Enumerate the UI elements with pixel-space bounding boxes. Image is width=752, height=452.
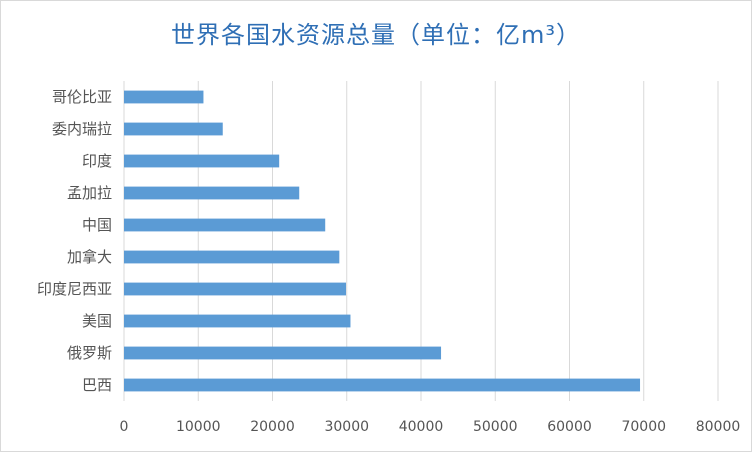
x-tick-label: 80000 xyxy=(696,419,741,435)
bar xyxy=(124,250,340,264)
bar xyxy=(124,218,326,232)
x-tick-label: 20000 xyxy=(250,419,295,435)
bar xyxy=(124,122,223,136)
category-label: 加拿大 xyxy=(67,248,112,266)
bar xyxy=(124,282,347,296)
bar xyxy=(124,346,442,360)
category-label: 美国 xyxy=(82,312,112,330)
category-label: 孟加拉 xyxy=(67,184,112,202)
category-label: 俄罗斯 xyxy=(67,344,112,362)
category-label: 哥伦比亚 xyxy=(52,88,112,106)
x-tick-label: 50000 xyxy=(473,419,518,435)
bar xyxy=(124,378,641,392)
x-tick-label: 40000 xyxy=(399,419,444,435)
x-tick-label: 70000 xyxy=(621,419,666,435)
bar xyxy=(124,186,300,200)
bar xyxy=(124,154,280,168)
bar xyxy=(124,90,204,104)
category-label: 中国 xyxy=(82,216,112,234)
x-tick-label: 10000 xyxy=(176,419,221,435)
x-tick-label: 30000 xyxy=(324,419,369,435)
category-label: 委内瑞拉 xyxy=(52,120,112,138)
bar xyxy=(124,314,351,328)
category-label: 印度 xyxy=(82,152,112,170)
x-tick-label: 60000 xyxy=(547,419,592,435)
category-label: 巴西 xyxy=(82,376,112,394)
category-label: 印度尼西亚 xyxy=(37,280,112,298)
x-tick-label: 0 xyxy=(120,419,129,435)
chart-title: 世界各国水资源总量（单位：亿m³） xyxy=(171,21,581,49)
